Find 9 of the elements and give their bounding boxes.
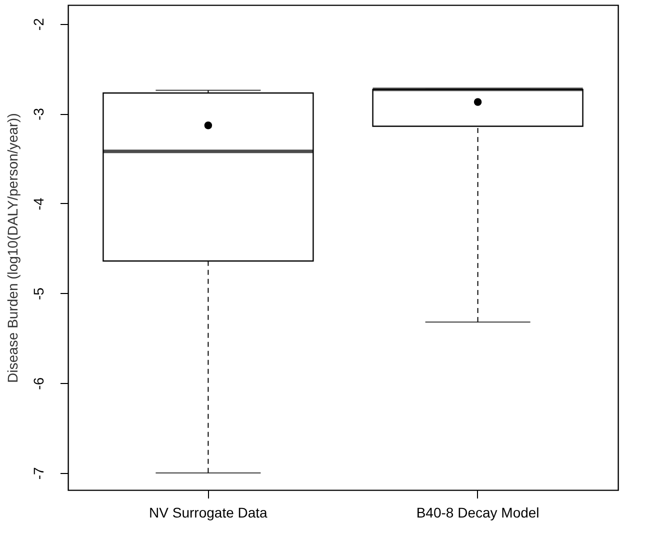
x-tick-label: B40-8 Decay Model — [416, 504, 540, 520]
y-tick-label: -6 — [30, 377, 46, 390]
y-tick-label: -3 — [30, 108, 46, 120]
y-tick-label: -7 — [30, 467, 46, 480]
y-axis-title: Disease Burden (log10(DALY/person/year)) — [4, 113, 20, 383]
y-tick-label: -2 — [30, 18, 46, 31]
y-tick-label: -5 — [30, 287, 46, 300]
x-tick-label: NV Surrogate Data — [149, 504, 268, 520]
y-tick-label: -4 — [30, 198, 46, 210]
